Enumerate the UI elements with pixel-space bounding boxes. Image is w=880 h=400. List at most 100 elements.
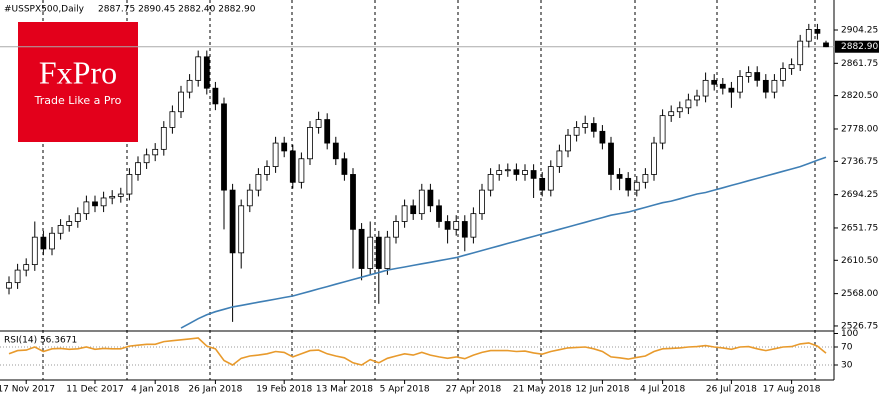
candle-body	[195, 56, 202, 81]
last-price-box	[835, 40, 879, 53]
candle-body	[771, 79, 778, 93]
candle-body	[40, 236, 47, 250]
candle-body	[298, 158, 305, 183]
candle-body	[522, 170, 528, 175]
candle-body	[547, 166, 554, 191]
candle-body	[676, 107, 683, 113]
candle-body	[573, 127, 580, 136]
candle-body	[117, 193, 124, 197]
candle-body	[719, 83, 726, 89]
y-tick-label: 2694.25	[841, 190, 878, 200]
candle-body	[14, 269, 21, 284]
candle-body	[556, 150, 563, 168]
candle-body	[487, 174, 494, 191]
candle-body	[83, 201, 90, 215]
y-tick-label: 2610.50	[841, 256, 878, 266]
candle-body	[109, 196, 116, 199]
x-tick-label: 17 Aug 2018	[763, 385, 821, 395]
candle-body	[169, 111, 176, 128]
candle-body	[375, 236, 382, 269]
candle-body	[221, 103, 227, 191]
candle-body	[504, 169, 511, 172]
candle-body	[281, 142, 288, 152]
x-tick-label: 17 Nov 2017	[0, 385, 55, 395]
y-tick-label: 2526.75	[841, 321, 878, 331]
candle-body	[143, 154, 150, 164]
candle-body	[212, 87, 219, 105]
candle-body	[92, 201, 98, 207]
x-tick-label: 11 Dec 2017	[66, 385, 124, 395]
y-tick-label: 70	[841, 343, 853, 353]
candle-body	[203, 56, 210, 89]
candle-body	[814, 29, 821, 34]
candle-body	[702, 79, 709, 97]
logo-brand: FxPro	[39, 54, 117, 90]
candle-body	[496, 170, 503, 175]
candle-body	[780, 68, 786, 81]
x-tick-label: 27 Apr 2018	[446, 385, 502, 395]
candle-body	[530, 170, 537, 179]
candle-body	[229, 189, 236, 254]
candle-body	[823, 42, 829, 48]
rsi-title: RSI(14) 56.3671	[4, 336, 77, 346]
candle-body	[479, 189, 485, 215]
candle-body	[728, 87, 735, 93]
ohlc-header: 2887.75 2890.45 2882.40 2882.90	[98, 5, 256, 15]
candle-body	[590, 123, 597, 132]
candle-body	[805, 29, 812, 42]
candle-body	[126, 174, 133, 195]
candle-body	[57, 225, 64, 234]
candle-body	[332, 142, 339, 160]
candle-body	[324, 119, 331, 144]
x-tick-label: 26 Jul 2018	[706, 385, 757, 395]
candle-body	[367, 236, 374, 269]
y-tick-label: 100	[841, 329, 858, 339]
x-tick-label: 19 Feb 2018	[256, 385, 312, 395]
candle-body	[694, 95, 700, 101]
candle-body	[152, 148, 159, 156]
candle-body	[685, 99, 692, 109]
candle-body	[315, 119, 322, 128]
candle-body	[745, 72, 752, 77]
candle-body	[23, 264, 30, 271]
x-tick-label: 4 Jul 2018	[640, 385, 685, 395]
candle-body	[135, 162, 141, 175]
candle-body	[246, 189, 253, 207]
candle-body	[599, 130, 606, 144]
candle-body	[255, 174, 262, 191]
y-tick-label: 30	[841, 361, 853, 371]
candle-body	[410, 205, 417, 215]
x-tick-label: 4 Jan 2018	[131, 385, 179, 395]
candle-body	[565, 134, 571, 152]
candle-body	[264, 166, 270, 175]
candle-body	[642, 174, 649, 183]
y-tick-label: 2778.00	[841, 124, 878, 134]
y-tick-label: 2651.75	[841, 223, 878, 233]
candle-body	[307, 127, 313, 160]
candle-body	[762, 79, 769, 93]
logo-tagline: Trade Like a Pro	[34, 94, 122, 107]
candle-body	[31, 236, 38, 266]
candle-body	[341, 158, 348, 175]
x-tick-label: 26 Jan 2018	[188, 385, 242, 395]
y-tick-label: 2861.75	[841, 59, 878, 69]
candle-body	[6, 282, 12, 289]
y-tick-label: 2736.75	[841, 157, 878, 167]
candle-body	[453, 221, 460, 230]
candle-body	[625, 177, 632, 191]
x-tick-label: 5 Apr 2018	[380, 385, 430, 395]
candle-body	[582, 123, 589, 128]
candle-body	[754, 72, 761, 81]
candle-body	[427, 189, 434, 207]
candle-body	[737, 76, 743, 93]
candle-body	[711, 79, 718, 85]
candle-body	[513, 169, 520, 175]
candle-body	[436, 205, 442, 222]
rsi-line	[8, 337, 827, 366]
candle-body	[358, 228, 365, 269]
candle-body	[272, 142, 279, 168]
x-tick-label: 13 Mar 2018	[316, 385, 373, 395]
candle-body	[178, 91, 184, 113]
